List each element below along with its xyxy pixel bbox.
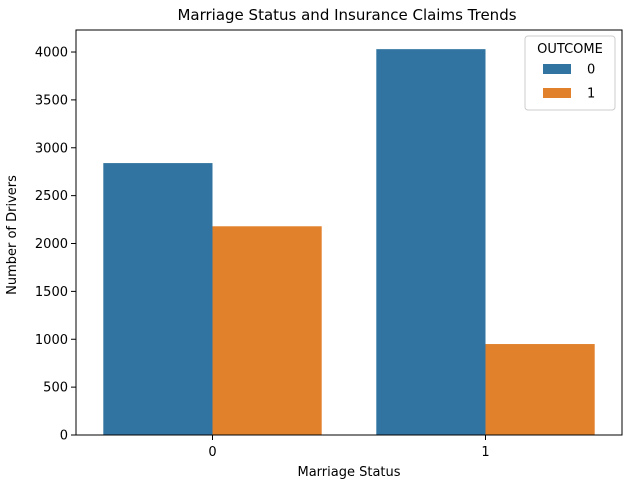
y-axis: 0 500 1000 1500 2000 2500 3000 3500 4000: [35, 46, 76, 444]
legend: OUTCOME 0 1: [524, 35, 616, 111]
legend-swatch: [543, 64, 571, 74]
y-tick-label: 500: [43, 381, 68, 396]
bar-1-outcome-1: [485, 344, 595, 435]
plot-frame: [75, 29, 623, 436]
legend-label: 1: [587, 87, 595, 102]
bar-0-outcome-1: [212, 226, 322, 435]
x-tick-label: 1: [481, 445, 489, 460]
y-tick-label: 1000: [35, 333, 68, 348]
y-tick-label: 4000: [35, 46, 68, 61]
legend-title: OUTCOME: [537, 42, 603, 57]
bar-1-outcome-0: [376, 49, 486, 436]
y-tick-label: 1500: [35, 285, 68, 300]
y-tick-label: 2500: [35, 189, 68, 204]
y-tick-label: 3500: [35, 93, 68, 108]
legend-label: 0: [587, 63, 595, 78]
x-tick-label: 0: [208, 445, 216, 460]
y-tick-label: 0: [60, 429, 68, 444]
legend-swatch: [543, 88, 571, 98]
x-axis-label: Marriage Status: [297, 465, 400, 480]
chart-title: Marriage Status and Insurance Claims Tre…: [177, 6, 516, 24]
bar-0-outcome-0: [103, 163, 213, 435]
y-tick-label: 3000: [35, 141, 68, 156]
y-axis-label: Number of Drivers: [5, 175, 20, 295]
y-tick-label: 2000: [35, 237, 68, 252]
bars: [103, 49, 595, 436]
